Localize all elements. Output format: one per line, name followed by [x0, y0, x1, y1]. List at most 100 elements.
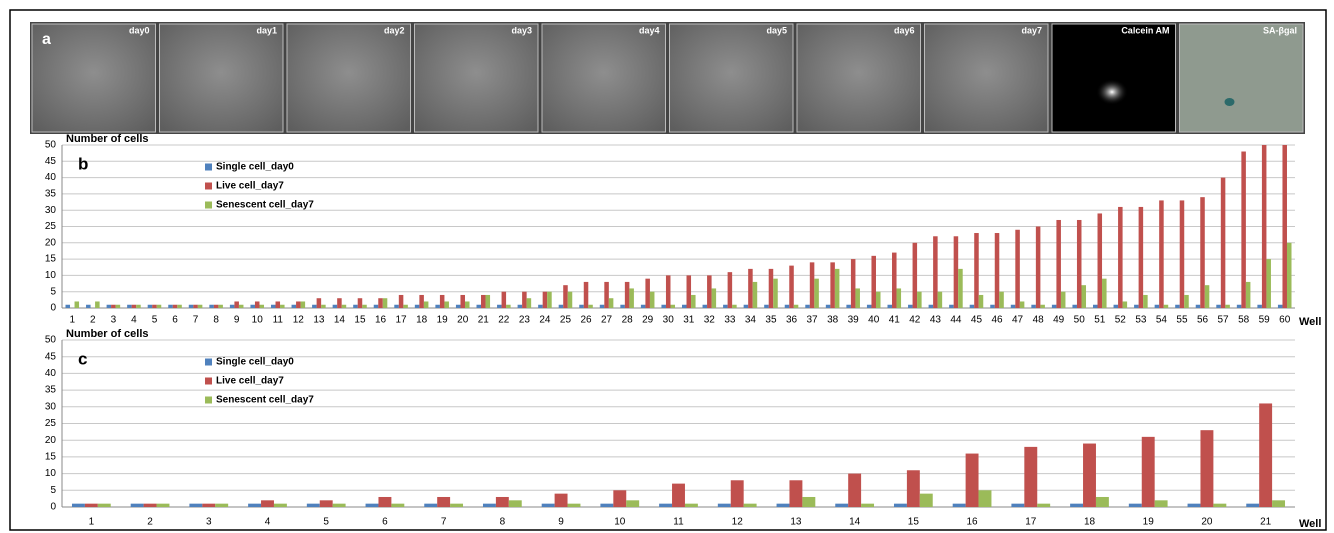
bar — [846, 305, 851, 308]
bar — [1098, 213, 1103, 308]
bar — [999, 292, 1004, 308]
y-tick-label: 25 — [45, 418, 57, 429]
bar — [522, 292, 527, 308]
legend-swatch — [205, 397, 212, 404]
bar — [1011, 504, 1024, 507]
bar — [1259, 403, 1272, 507]
bar — [731, 480, 744, 507]
bar — [604, 282, 609, 308]
bar — [496, 497, 509, 507]
bar — [826, 305, 831, 308]
bar — [198, 305, 203, 308]
bar — [378, 497, 391, 507]
bar — [871, 256, 876, 308]
bar — [1037, 504, 1050, 507]
image-label: day4 — [639, 25, 660, 35]
x-tick-label: 23 — [519, 315, 531, 326]
x-tick-label: 8 — [213, 315, 219, 326]
bar — [518, 305, 523, 308]
bar — [990, 305, 995, 308]
bar — [450, 504, 463, 507]
panel-label: a — [42, 31, 51, 48]
x-tick-label: 56 — [1197, 315, 1209, 326]
x-tick-label: 52 — [1115, 315, 1127, 326]
x-tick-label: 17 — [1025, 517, 1037, 528]
bar — [276, 301, 281, 308]
y-tick-label: 5 — [50, 286, 56, 297]
bar — [173, 305, 178, 308]
x-tick-label: 4 — [265, 517, 271, 528]
legend-label: Live cell_day7 — [216, 376, 284, 387]
x-tick-label: 21 — [1260, 517, 1272, 528]
bar — [202, 504, 215, 507]
x-tick-label: 27 — [601, 315, 613, 326]
bar — [1241, 152, 1246, 308]
legend-label: Single cell_day0 — [216, 162, 294, 173]
x-tick-label: 16 — [967, 517, 979, 528]
bar — [897, 288, 902, 308]
bar — [168, 305, 173, 308]
x-tick-label: 1 — [89, 517, 95, 528]
bar — [152, 305, 157, 308]
x-tick-label: 6 — [382, 517, 388, 528]
bar — [855, 288, 860, 308]
bar — [666, 275, 671, 308]
bar — [248, 504, 261, 507]
bar — [144, 504, 157, 507]
bar — [789, 266, 794, 308]
x-tick-label: 1 — [69, 315, 75, 326]
bar — [876, 292, 881, 308]
bar — [65, 305, 70, 308]
bar — [214, 305, 219, 308]
x-tick-label: 35 — [765, 315, 777, 326]
bar — [366, 504, 379, 507]
y-tick-label: 40 — [45, 368, 57, 379]
x-tick-label: 32 — [704, 315, 716, 326]
bar — [703, 305, 708, 308]
y-tick-label: 5 — [50, 485, 56, 496]
micrograph — [160, 24, 284, 132]
bar — [913, 243, 918, 308]
bar — [933, 236, 938, 308]
bar — [157, 504, 170, 507]
bar — [629, 288, 634, 308]
bar — [1272, 500, 1285, 507]
bar — [641, 305, 646, 308]
bar — [509, 500, 522, 507]
bar — [974, 233, 979, 308]
bar — [250, 305, 255, 308]
bar — [506, 305, 511, 308]
x-tick-label: 6 — [172, 315, 178, 326]
x-tick-label: 55 — [1176, 315, 1188, 326]
bar — [835, 504, 848, 507]
micrograph — [415, 24, 539, 132]
bar — [613, 490, 626, 507]
bar — [1184, 295, 1189, 308]
bar — [938, 292, 943, 308]
bar — [271, 305, 276, 308]
y-tick-label: 35 — [45, 385, 57, 396]
bar — [894, 504, 907, 507]
bar — [728, 272, 733, 308]
bar — [296, 301, 301, 308]
bar — [650, 292, 655, 308]
bar — [588, 305, 593, 308]
bar — [317, 298, 322, 308]
bar — [1175, 305, 1180, 308]
bar — [1061, 292, 1066, 308]
x-tick-label: 11 — [673, 517, 684, 528]
x-tick-label: 45 — [971, 315, 983, 326]
bar — [620, 305, 625, 308]
y-tick-label: 10 — [45, 270, 57, 281]
bar — [543, 292, 548, 308]
bar — [131, 504, 144, 507]
bar — [218, 305, 223, 308]
x-tick-label: 12 — [732, 517, 744, 528]
bar — [1070, 504, 1083, 507]
x-tick-label: 38 — [827, 315, 839, 326]
bar — [835, 269, 840, 308]
stained-cell — [1225, 98, 1235, 106]
bar — [111, 305, 116, 308]
bar — [802, 497, 815, 507]
x-tick-label: 20 — [457, 315, 469, 326]
